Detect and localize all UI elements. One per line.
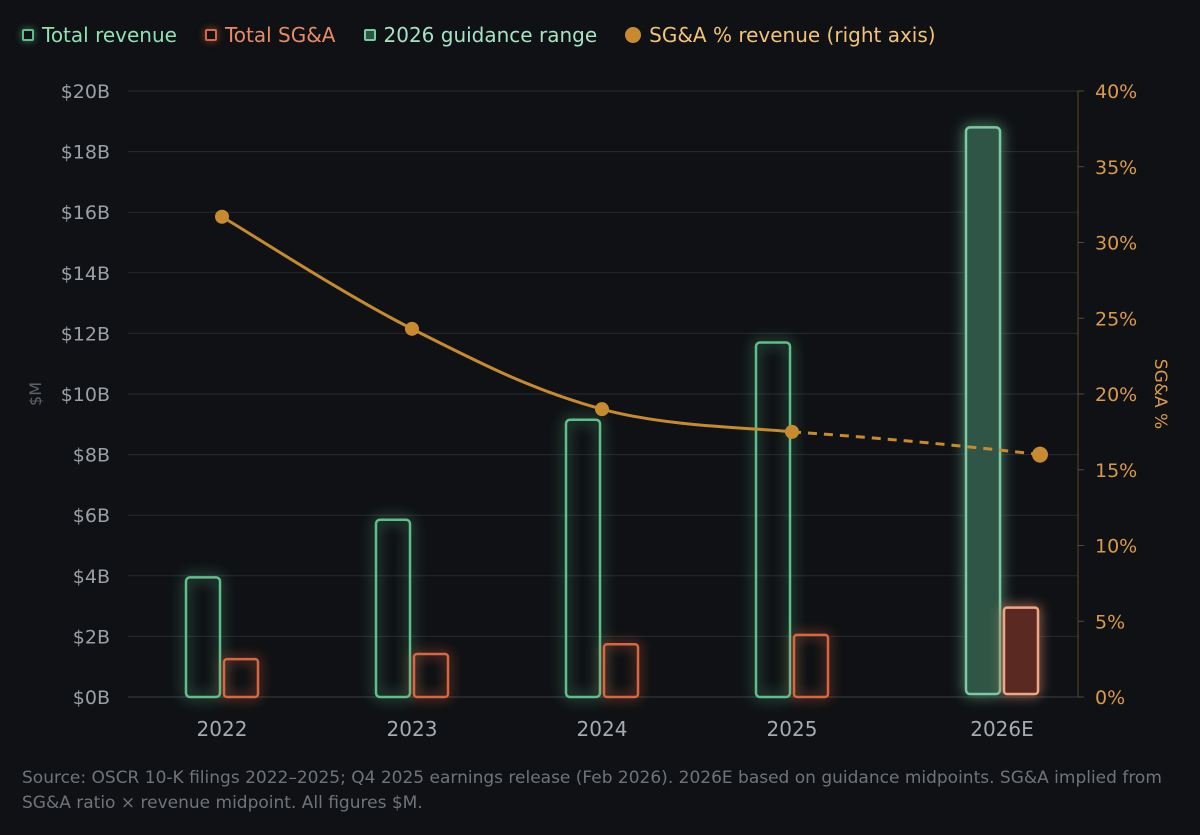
legend-label-ratio: SG&A % revenue (right axis): [649, 23, 936, 47]
x-tick-label: 2022: [197, 717, 248, 741]
left-tick-label: $14B: [61, 263, 110, 285]
legend-swatch-ratio: [625, 27, 642, 43]
legend-label-sga: Total SG&A: [224, 23, 336, 47]
sga-bar: [792, 633, 830, 699]
ratio-line-estimate: [791, 430, 1041, 457]
left-tick-label: $20B: [61, 81, 110, 103]
right-tick-label: 25%: [1095, 308, 1137, 330]
legend-item-sga[interactable]: Total SG&A: [204, 23, 336, 47]
sga-bar: [412, 652, 450, 699]
right-tick-label: 40%: [1095, 81, 1137, 103]
right-tick-label: 35%: [1095, 157, 1137, 179]
chart-plot: $0B $2B $4B $6B $8B $10B $12B $14B $16B $18B $20B 0…: [26, 81, 1170, 741]
left-axis-title: $M: [26, 382, 45, 406]
revenue-bar: [374, 518, 412, 699]
legend-swatch-revenue: [22, 29, 34, 41]
legend-label-revenue: Total revenue: [42, 23, 177, 47]
left-tick-label: $4B: [73, 566, 110, 588]
x-tick-label: 2025: [767, 717, 818, 741]
legend-item-ratio[interactable]: SG&A % revenue (right axis): [625, 23, 936, 47]
left-tick-label: $16B: [61, 202, 110, 224]
guidance-bar: [964, 126, 1002, 696]
right-tick-label: 5%: [1095, 611, 1125, 633]
revenue-bar: [754, 341, 792, 699]
right-tick-label: 0%: [1095, 687, 1125, 709]
sga-bar: [602, 643, 640, 699]
sga-estimate-bar: [1002, 606, 1040, 696]
left-tick-label: $18B: [61, 142, 110, 164]
right-tick-label: 30%: [1095, 233, 1137, 255]
x-tick-label: 2024: [577, 717, 628, 741]
revenue-bar: [564, 418, 602, 699]
left-tick-label: $8B: [73, 445, 110, 467]
legend-swatch-guidance: [363, 29, 376, 41]
ratio-point: [785, 424, 799, 439]
x-tick-label: 2026E: [970, 717, 1034, 741]
right-tick-label: 10%: [1095, 536, 1137, 558]
right-tick-label: 20%: [1095, 384, 1137, 406]
legend-swatch-sga: [204, 29, 217, 41]
sga-bar: [222, 657, 260, 699]
legend-item-revenue[interactable]: Total revenue: [22, 23, 177, 47]
left-tick-label: $0B: [73, 687, 110, 709]
ratio-point: [1032, 446, 1048, 463]
right-axis-title: SG&A %: [1150, 359, 1170, 429]
ratio-point: [215, 209, 229, 224]
ratio-point: [405, 321, 419, 336]
legend-label-guidance: 2026 guidance range: [383, 23, 598, 47]
right-tick-label: 15%: [1095, 460, 1137, 482]
source-note: Source: OSCR 10-K filings 2022–2025; Q4 …: [22, 768, 1162, 813]
left-tick-label: $6B: [73, 505, 110, 527]
left-tick-label: $10B: [61, 384, 110, 406]
revenue-bar: [184, 576, 222, 699]
x-tick-label: 2023: [387, 717, 438, 741]
legend-item-guidance[interactable]: 2026 guidance range: [363, 23, 598, 47]
left-tick-label: $2B: [73, 626, 110, 648]
ratio-line-actual: [221, 215, 793, 434]
ratio-point: [595, 402, 609, 417]
left-tick-label: $12B: [61, 323, 110, 345]
legend: Total revenue Total SG&A 2026 guidance r…: [22, 20, 964, 50]
